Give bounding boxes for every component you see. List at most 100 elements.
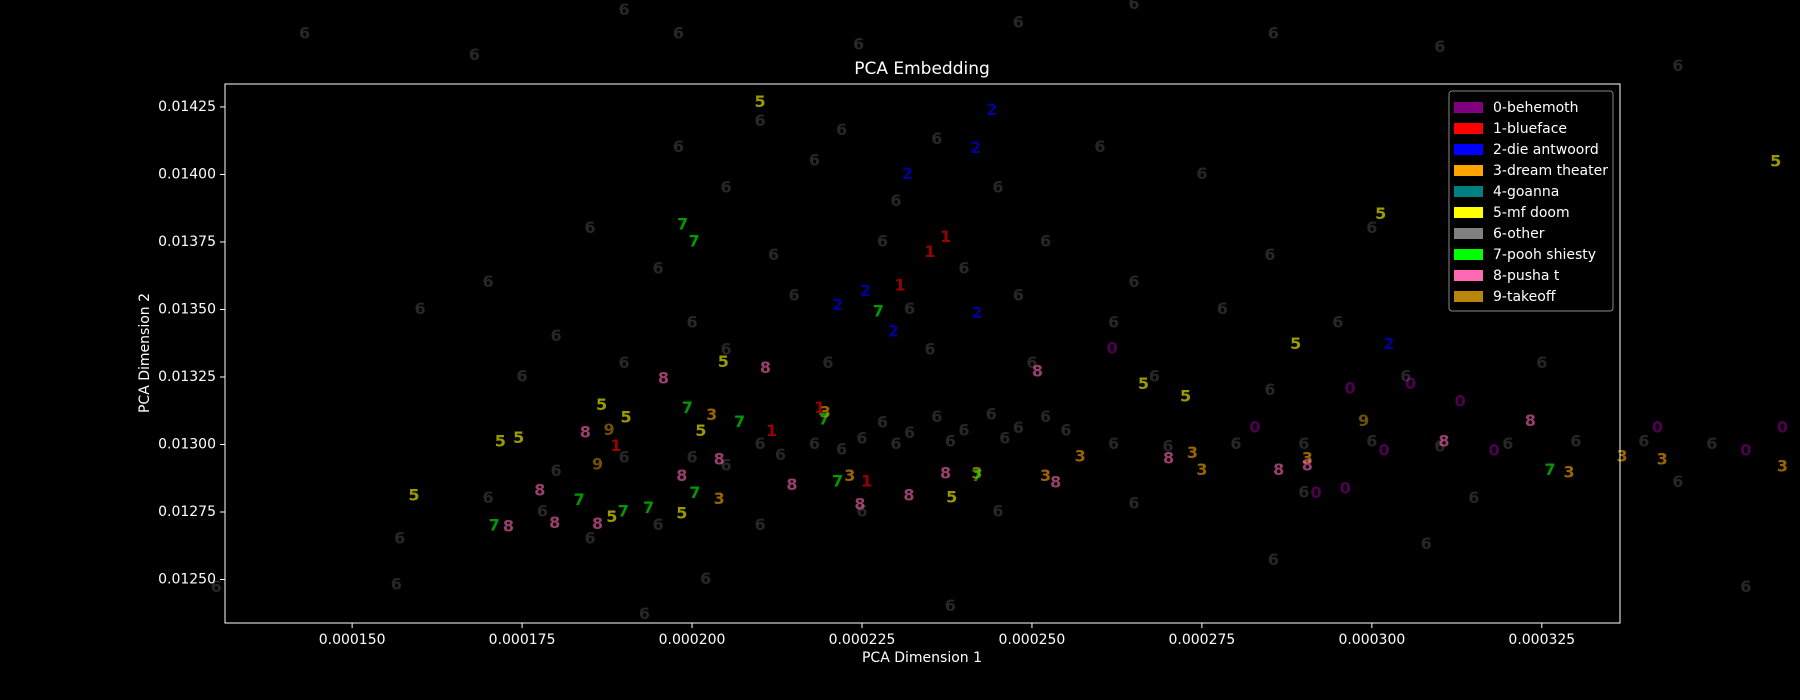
point-label: 6 — [1672, 56, 1683, 75]
point-label: 8 — [549, 513, 560, 532]
legend-label: 4-goanna — [1493, 184, 1559, 200]
point-label: 6 — [1128, 493, 1139, 512]
point-label: 6 — [700, 569, 711, 588]
point-label: 3 — [1187, 443, 1198, 462]
y-tick-label: 0.01375 — [158, 234, 216, 250]
point-label: 7 — [489, 515, 500, 534]
point-label: 6 — [890, 191, 901, 210]
point-label: 1 — [861, 472, 872, 491]
point-label: 6 — [517, 366, 528, 385]
point-label: 6 — [754, 434, 765, 453]
point-label: 5 — [606, 507, 617, 526]
point-label: 6 — [618, 0, 629, 19]
legend-label: 2-die antwoord — [1493, 142, 1599, 158]
point-label: 3 — [820, 403, 831, 422]
point-label: 6 — [924, 339, 935, 358]
point-label: 0 — [1107, 338, 1118, 357]
point-label: 6 — [618, 448, 629, 467]
point-label: 6 — [1108, 434, 1119, 453]
point-label: 6 — [551, 326, 562, 345]
point-label: 0 — [1777, 418, 1788, 437]
point-label: 6 — [999, 429, 1010, 448]
point-label: 6 — [639, 604, 650, 623]
point-label: 5 — [1375, 204, 1386, 223]
point-label: 0 — [1740, 440, 1751, 459]
legend-swatch — [1454, 270, 1483, 281]
point-label: 8 — [854, 494, 865, 513]
legend-swatch — [1454, 249, 1483, 260]
point-label: 6 — [1672, 472, 1683, 491]
point-label: 6 — [415, 299, 426, 318]
point-label: 8 — [580, 422, 591, 441]
point-label: 6 — [853, 34, 864, 53]
point-label: 6 — [720, 339, 731, 358]
point-label: 6 — [775, 445, 786, 464]
legend-box — [1448, 90, 1614, 312]
legend-swatch — [1454, 291, 1483, 302]
point-label: 2 — [986, 100, 997, 119]
legend-swatch — [1454, 186, 1483, 197]
x-tick-label: 0.000200 — [659, 632, 726, 648]
point-label: 6 — [836, 120, 847, 139]
point-label: 3 — [1040, 466, 1051, 485]
point-label: 8 — [1438, 431, 1449, 450]
point-label: 8 — [1302, 456, 1313, 475]
point-label: 6 — [754, 515, 765, 534]
point-label: 6 — [618, 353, 629, 372]
point-label: 6 — [931, 129, 942, 148]
point-label: 8 — [1032, 361, 1043, 380]
y-tick-label: 0.01325 — [158, 369, 216, 385]
point-label: 6 — [958, 258, 969, 277]
point-label: 7 — [689, 483, 700, 502]
point-label: 7 — [832, 472, 843, 491]
legend-label: 7-pooh shiesty — [1493, 247, 1596, 263]
point-label: 8 — [534, 481, 545, 500]
point-label: 6 — [945, 596, 956, 615]
point-label: 7 — [818, 410, 829, 429]
point-label: 6 — [652, 515, 663, 534]
point-label: 6 — [483, 272, 494, 291]
point-label: 6 — [1468, 488, 1479, 507]
y-tick-label: 0.01425 — [158, 99, 216, 115]
point-label: 5 — [676, 504, 687, 523]
point-label: 6 — [1570, 431, 1581, 450]
point-label: 6 — [391, 574, 402, 593]
y-tick-label: 0.01250 — [158, 572, 216, 588]
point-label: 6 — [856, 502, 867, 521]
point-label: 6 — [1366, 218, 1377, 237]
point-label: 6 — [1040, 407, 1051, 426]
point-label: 5 — [718, 352, 729, 371]
point-label: 7 — [734, 412, 745, 431]
point-label: 6 — [890, 434, 901, 453]
point-label: 7 — [618, 502, 629, 521]
x-tick-label: 0.000325 — [1508, 632, 1575, 648]
point-label: 6 — [1264, 245, 1275, 264]
point-label: 0 — [1249, 418, 1260, 437]
legend-swatch — [1454, 123, 1483, 134]
point-label: 0 — [1489, 440, 1500, 459]
point-label: 2 — [970, 138, 981, 157]
point-label: 6 — [1013, 13, 1024, 32]
point-label: 6 — [1040, 231, 1051, 250]
point-label: 8 — [658, 368, 669, 387]
point-label: 6 — [1162, 437, 1173, 456]
y-tick-label: 0.01275 — [158, 504, 216, 520]
point-label: 2 — [888, 321, 899, 340]
point-label: 6 — [394, 529, 405, 548]
point-label: 6 — [768, 245, 779, 264]
x-tick-label: 0.000150 — [319, 632, 386, 648]
point-label: 3 — [1777, 457, 1788, 476]
point-label: 1 — [894, 275, 905, 294]
point-label: 3 — [714, 489, 725, 508]
point-label: 7 — [682, 398, 693, 417]
x-tick-label: 0.000250 — [999, 632, 1066, 648]
point-label: 3 — [706, 405, 717, 424]
point-label: 7 — [873, 302, 884, 321]
point-label: 6 — [720, 177, 731, 196]
point-label: 6 — [1434, 37, 1445, 56]
point-label: 5 — [754, 92, 765, 111]
point-label: 7 — [677, 215, 688, 234]
point-label: 2 — [902, 164, 913, 183]
